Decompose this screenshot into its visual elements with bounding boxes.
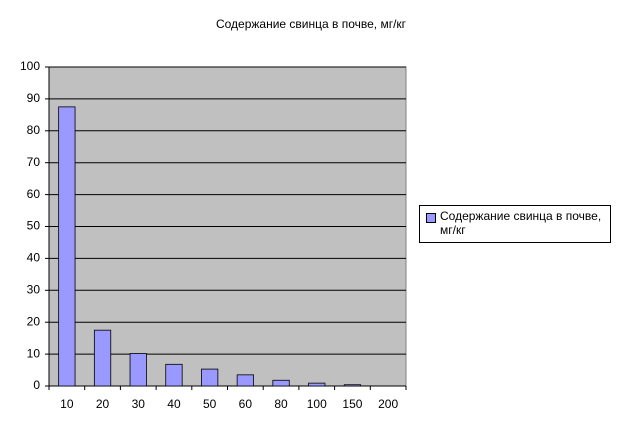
y-tick-label: 40 (27, 251, 41, 265)
bar (58, 106, 76, 387)
y-tick-label: 100 (20, 59, 40, 73)
y-tick-label: 10 (27, 346, 41, 360)
y-tick-label: 60 (27, 187, 41, 201)
y-tick-label: 70 (27, 155, 41, 169)
bar (272, 379, 290, 387)
y-tick-label: 20 (27, 314, 41, 328)
y-tick-label: 50 (27, 219, 41, 233)
chart-title: Содержание свинца в почве, мг/кг (216, 17, 407, 31)
legend: Содержание свинца в почве, мг/кг (419, 205, 611, 243)
y-tick-label: 30 (27, 282, 41, 296)
bar (93, 329, 112, 387)
x-tick-label: 20 (96, 397, 110, 411)
bar (236, 374, 254, 387)
x-tick-label: 50 (203, 397, 217, 411)
x-tick-label: 10 (60, 397, 74, 411)
y-tick-label: 0 (33, 378, 40, 392)
legend-swatch (426, 213, 436, 223)
x-tick-label: 200 (378, 397, 398, 411)
legend-label: Содержание свинца в почве, мг/кг (440, 209, 602, 237)
bar (343, 384, 362, 387)
bar (308, 382, 326, 387)
bar (165, 363, 183, 387)
x-tick-label: 80 (274, 397, 288, 411)
y-tick-label: 90 (27, 91, 41, 105)
x-tick-label: 100 (307, 397, 327, 411)
x-tick-label: 30 (132, 397, 146, 411)
x-tick-label: 150 (342, 397, 362, 411)
y-tick-label: 80 (27, 123, 41, 137)
x-tick-label: 40 (167, 397, 181, 411)
x-tick-label: 60 (239, 397, 253, 411)
bar (129, 353, 147, 387)
bar (201, 368, 219, 387)
